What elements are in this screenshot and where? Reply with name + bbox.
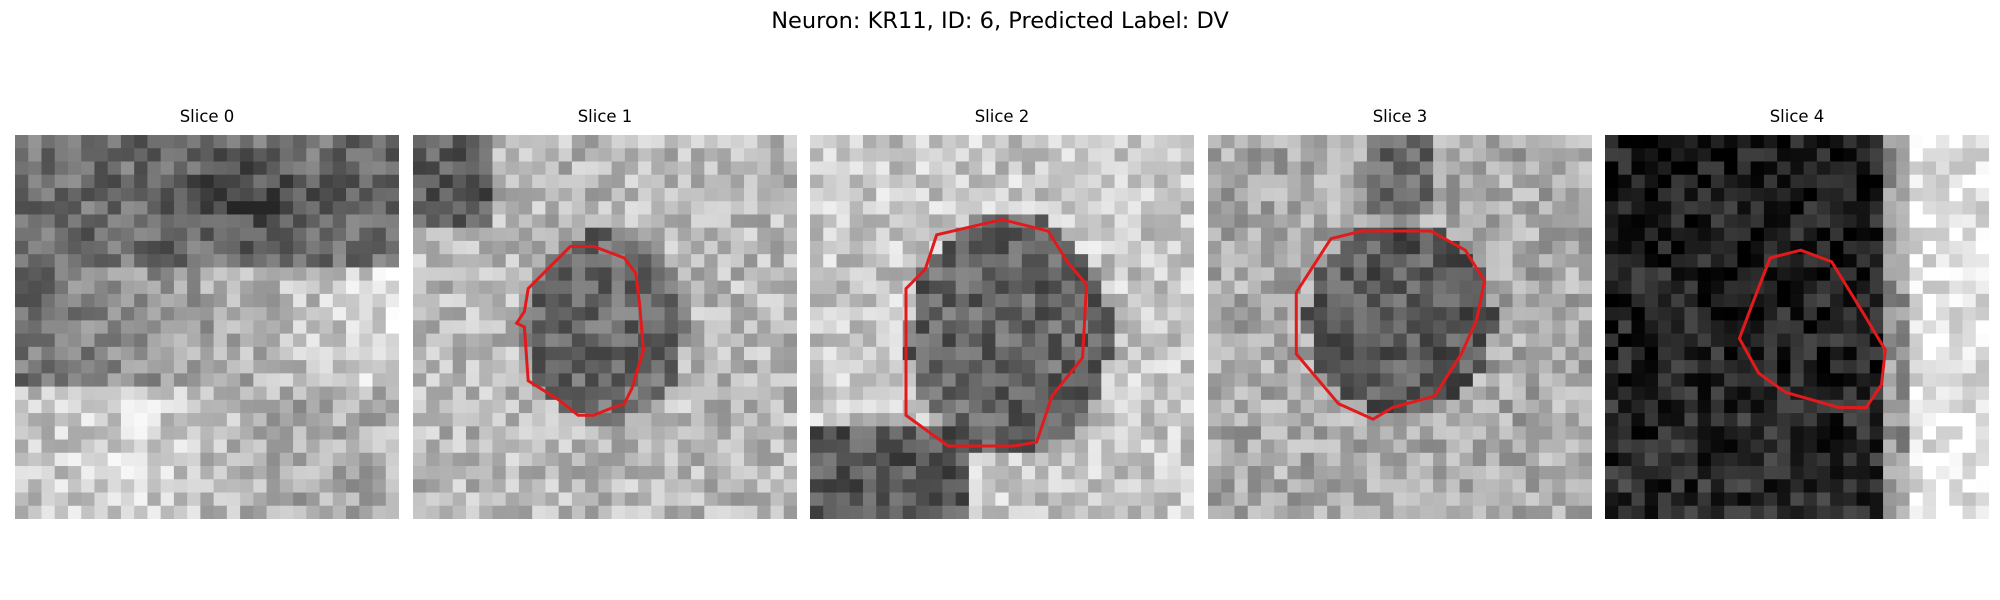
roi-contour: [1294, 229, 1487, 421]
slice-image: [1208, 135, 1592, 519]
slice-image: [413, 135, 797, 519]
slice-image: [810, 135, 1194, 519]
roi-contour: [514, 244, 645, 417]
slice-title: Slice 3: [1372, 107, 1428, 126]
slice-title: Slice 4: [1769, 107, 1825, 126]
figure-title: Neuron: KR11, ID: 6, Predicted Label: DV: [771, 8, 1229, 34]
slice-title: Slice 0: [179, 107, 235, 126]
roi-contour: [1737, 248, 1887, 410]
slice-title: Slice 1: [577, 107, 633, 126]
slice-title: Slice 2: [974, 107, 1030, 126]
slice-image: [1605, 135, 1989, 519]
slice-image: [15, 135, 399, 519]
roi-contour: [904, 217, 1089, 448]
